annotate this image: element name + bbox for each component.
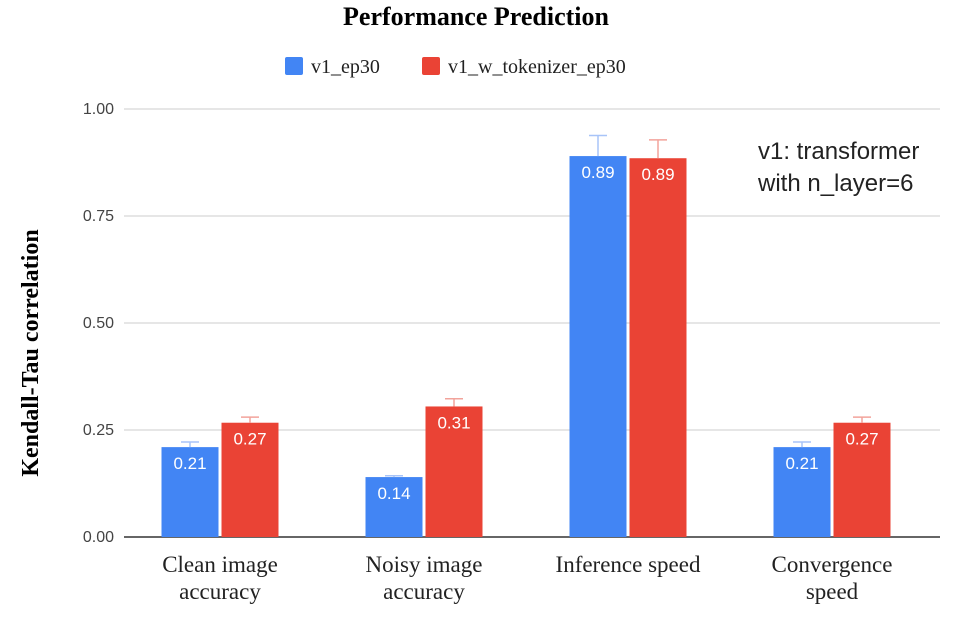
x-tick-label: Clean image — [162, 552, 278, 577]
annotation: v1: transformer with n_layer=6 — [757, 138, 919, 197]
data-label: 0.89 — [581, 163, 614, 182]
bars: 0.21 0.27 0.14 0.31 0.89 0.89 0.21 0.27 — [161, 134, 891, 537]
x-tick-label: speed — [806, 579, 859, 604]
bar — [833, 422, 891, 537]
bar — [161, 447, 219, 537]
y-tick-label: 1.00 — [83, 101, 114, 118]
x-tick-label: Convergence — [772, 552, 893, 577]
y-tick-label: 0.75 — [83, 208, 114, 225]
y-tick-label: 0.00 — [83, 529, 114, 546]
y-tick-label: 0.50 — [83, 315, 114, 332]
y-axis-ticks: 0.00 0.25 0.50 0.75 1.00 — [83, 101, 114, 546]
legend-label-v1-w-tokenizer-ep30: v1_w_tokenizer_ep30 — [448, 56, 626, 78]
bar — [773, 447, 831, 537]
x-tick-label: accuracy — [383, 579, 465, 604]
legend-swatch-v1-ep30 — [285, 57, 303, 75]
data-label: 0.14 — [377, 484, 410, 503]
bar — [425, 406, 483, 537]
data-label: 0.27 — [845, 430, 878, 449]
data-label: 0.21 — [785, 454, 818, 473]
legend: v1_ep30 v1_w_tokenizer_ep30 — [285, 56, 626, 78]
annotation-line-2: with n_layer=6 — [757, 170, 913, 197]
data-label: 0.89 — [641, 165, 674, 184]
x-tick-label: Noisy image — [366, 552, 483, 577]
x-tick-label: accuracy — [179, 579, 261, 604]
bar — [629, 158, 687, 537]
data-label: 0.31 — [437, 413, 470, 432]
legend-swatch-v1-w-tokenizer-ep30 — [422, 57, 440, 75]
y-tick-label: 0.25 — [83, 422, 114, 439]
y-axis-label: Kendall-Tau correlation — [18, 229, 44, 476]
legend-label-v1-ep30: v1_ep30 — [311, 56, 380, 78]
bar — [221, 422, 279, 537]
chart-title: Performance Prediction — [343, 2, 609, 31]
bar — [365, 477, 423, 537]
data-label: 0.21 — [173, 454, 206, 473]
bar — [569, 156, 627, 537]
annotation-line-1: v1: transformer — [758, 138, 919, 165]
data-label: 0.27 — [233, 430, 266, 449]
x-tick-label: Inference speed — [556, 552, 701, 577]
